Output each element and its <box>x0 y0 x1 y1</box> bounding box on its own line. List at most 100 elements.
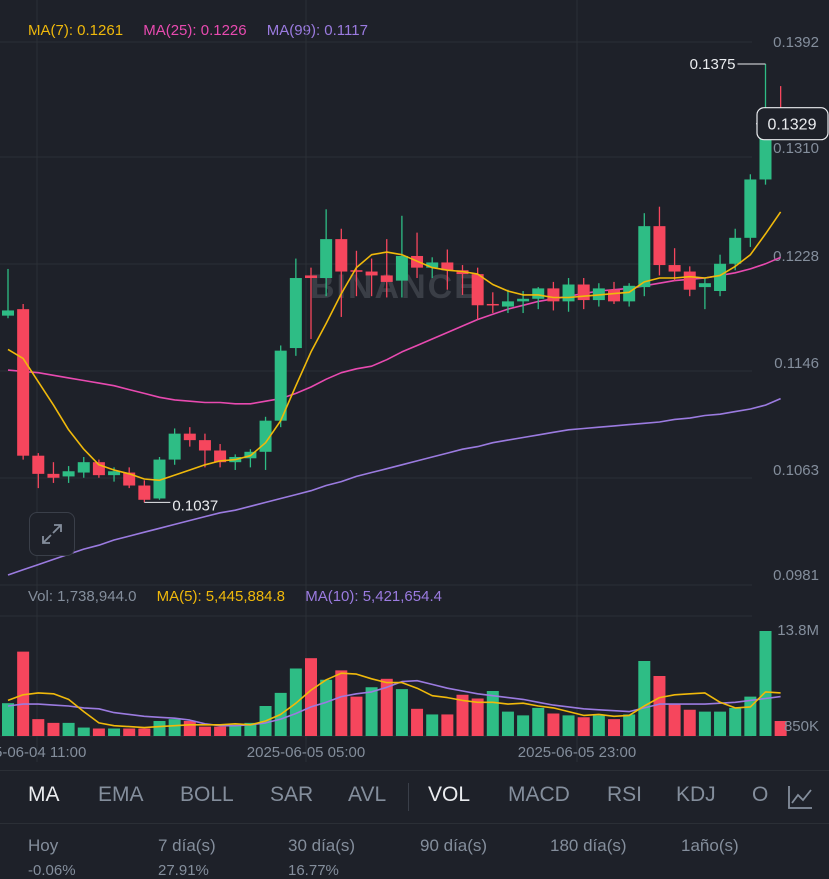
volume-bar <box>62 722 75 736</box>
volume-bar <box>698 711 711 736</box>
volume-bar <box>47 722 60 736</box>
volume-bar <box>608 719 620 736</box>
candle-body <box>623 285 636 302</box>
period-1y[interactable]: 1año(s) <box>681 836 739 855</box>
tab-boll[interactable]: BOLL <box>180 783 234 806</box>
volume-bar <box>759 631 772 736</box>
volume-bar <box>395 689 408 736</box>
volume-bar <box>562 715 575 736</box>
expand-chart-button[interactable] <box>29 512 75 556</box>
period-30d[interactable]: 30 día(s) <box>288 836 356 855</box>
candle-body <box>441 262 454 271</box>
period-today[interactable]: Hoy <box>28 836 59 855</box>
candle-body <box>562 284 575 302</box>
ma99-legend: MA(99): 0.1117 <box>266 22 368 39</box>
candle-body <box>395 255 408 281</box>
tab-sar[interactable]: SAR <box>270 783 314 806</box>
volume-bar <box>153 721 166 736</box>
volume-bar <box>517 715 530 736</box>
volume-bar <box>683 709 696 736</box>
candlestick-chart[interactable]: BINANCE 0.1392 0.1310 0.1228 0.1146 0.1063 0.0… <box>0 0 829 770</box>
volume-bar <box>774 721 787 736</box>
volume-bar <box>577 717 590 736</box>
volume-bar <box>532 707 545 736</box>
volume-bar <box>380 678 393 736</box>
volume-bar <box>183 721 196 736</box>
candle-body <box>183 433 196 441</box>
candle-body <box>274 350 287 421</box>
tab-more[interactable]: O <box>752 783 769 806</box>
volume-bar <box>592 715 605 736</box>
candle-body <box>153 459 166 499</box>
candle-body <box>653 226 666 266</box>
period-stats: Hoy 7 día(s) 30 día(s) 90 día(s) 180 día… <box>0 823 829 879</box>
chart-settings-icon[interactable] <box>786 783 814 811</box>
vol-legend: Vol: 1,738,944.0 <box>28 588 137 605</box>
period-180d[interactable]: 180 día(s) <box>550 836 627 855</box>
tab-avl[interactable]: AVL <box>348 783 387 806</box>
indicator-tabs: MA EMA BOLL SAR AVL VOL MACD RSI KDJ O <box>0 770 829 823</box>
candle-body <box>714 263 727 291</box>
tab-vol[interactable]: VOL <box>428 783 471 806</box>
volume-tick-label: 850K <box>784 718 819 735</box>
tab-separator <box>408 783 409 811</box>
volume-bar <box>214 726 227 736</box>
candle-body <box>32 455 45 474</box>
volume-bar <box>320 679 333 736</box>
candle-body <box>305 275 317 279</box>
candle-body <box>259 420 272 452</box>
volume-bar <box>168 719 181 736</box>
candle-body <box>62 471 75 477</box>
volume-ma10-line <box>7 679 781 727</box>
volume-bar <box>92 728 105 736</box>
tab-macd[interactable]: MACD <box>508 783 570 806</box>
candle-body <box>532 288 545 299</box>
volume-bar <box>638 661 651 736</box>
candle-body <box>17 309 30 456</box>
candle-body <box>320 239 333 279</box>
price-tick-label: 0.1392 <box>773 34 819 51</box>
candle-body <box>426 262 439 268</box>
tab-rsi[interactable]: RSI <box>607 783 643 806</box>
candle-body <box>486 303 499 306</box>
watermark-text: BINANCE <box>310 268 479 306</box>
candle-body <box>123 472 136 486</box>
volume-ma5-line <box>7 672 781 729</box>
period-7d[interactable]: 7 día(s) <box>158 836 216 855</box>
volume-bar <box>441 714 454 736</box>
candle-body <box>547 288 560 302</box>
high-price-label: 0.1375 <box>690 56 736 73</box>
price-tick-label: 0.1310 <box>773 140 819 157</box>
volume-bar <box>365 687 378 736</box>
candle-body <box>214 450 227 463</box>
ma7-legend: MA(7): 0.1261 <box>28 22 124 39</box>
volume-bar <box>350 696 363 736</box>
price-tick-label: 0.0981 <box>773 567 819 584</box>
candle-body <box>350 270 363 272</box>
volume-bar <box>714 711 727 736</box>
price-tick-label: 0.1063 <box>773 462 819 479</box>
candle-body <box>471 274 484 306</box>
volume-bar <box>426 714 439 736</box>
tab-ema[interactable]: EMA <box>98 783 144 806</box>
tab-ma[interactable]: MA <box>28 783 60 806</box>
volume-bar <box>623 714 636 736</box>
time-tick-label: 2025-06-05 05:00 <box>247 744 365 761</box>
volume-bar <box>729 707 742 736</box>
candle-body <box>365 271 378 276</box>
price-tick-label: 0.1228 <box>773 248 819 265</box>
period-90d[interactable]: 90 día(s) <box>420 836 488 855</box>
ma-legend: MA(7): 0.1261 MA(25): 0.1226 MA(99): 0.1… <box>28 22 384 39</box>
ma99-line <box>7 397 781 576</box>
volume-bar <box>198 726 211 736</box>
volume-bar <box>32 719 45 736</box>
candle-body <box>517 298 530 302</box>
volume-bar <box>108 728 121 736</box>
candle-body <box>683 271 696 290</box>
tab-kdj[interactable]: KDJ <box>676 783 716 806</box>
vol-ma5-legend: MA(5): 5,445,884.8 <box>156 588 286 605</box>
volume-bar <box>668 704 681 736</box>
current-price-tag <box>756 107 829 141</box>
volume-bar <box>2 703 14 736</box>
volume-bar <box>456 694 469 736</box>
